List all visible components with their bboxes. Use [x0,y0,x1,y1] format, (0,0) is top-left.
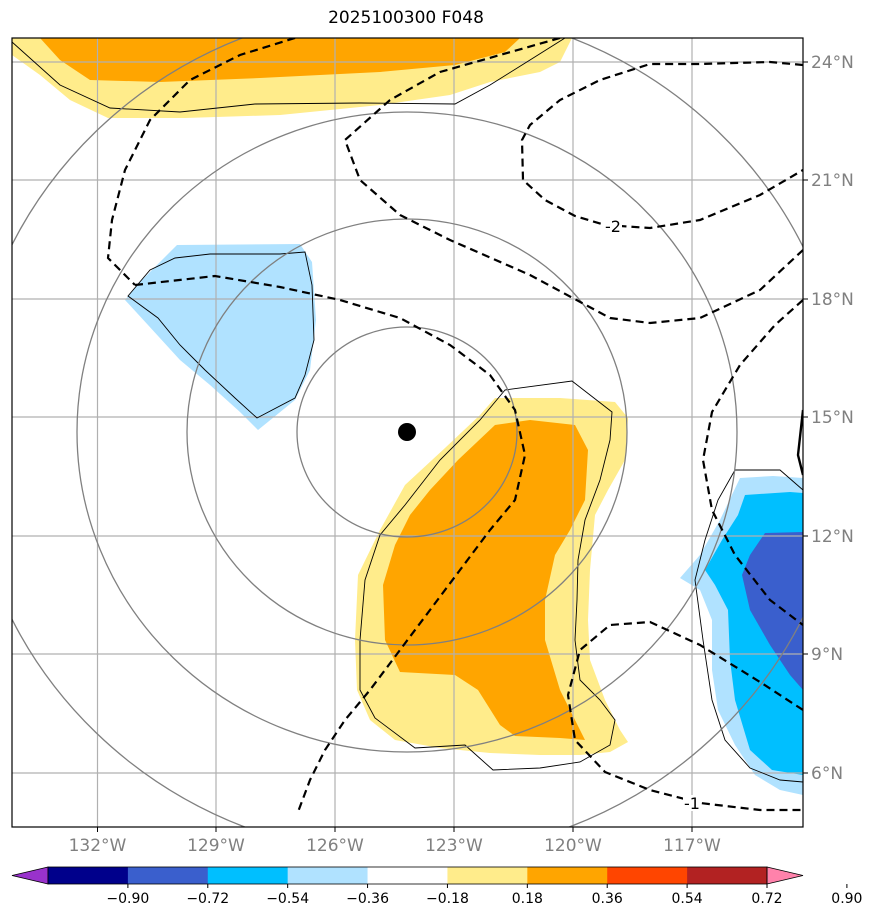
lon-label: 129°W [187,836,245,856]
contour-label-group: -2 -1 [604,217,701,813]
coast-edge-line [796,409,803,476]
contour-label-minus1: -1 [684,794,700,813]
colorbar-extend-max [766,866,804,885]
colorbar-tick-label: −0.18 [426,891,469,907]
colorbar-tick-label: 0.54 [672,891,703,907]
tick-marks [97,61,808,832]
lat-label: 21°N [811,171,854,191]
colorbar-tick-label: 0.72 [751,891,782,907]
contour-north-arc [343,38,803,325]
colorbar: −0.90 −0.72 −0.54 −0.36 −0.18 0.18 0.36 0.54 0.7… [11,866,862,907]
contour-label-minus2: -2 [605,217,621,236]
colorbar-tick-label: 0.36 [592,891,623,907]
contour-se-loop [566,620,803,812]
contour-west-north [106,38,296,286]
lat-label: 6°N [811,764,843,784]
colorbar-segment [207,867,289,884]
colorbar-tick-label: −0.54 [266,891,309,907]
lon-label: 126°W [306,836,364,856]
colorbar-segment [48,867,129,884]
colorbar-tick-label: 0.18 [512,891,543,907]
lat-label: 18°N [811,290,854,310]
colorbar-segment [607,867,688,884]
lat-label: 24°N [811,53,854,73]
contour-east [701,299,803,626]
lon-label: 117°W [663,836,721,856]
colorbar-segment [287,867,369,884]
colorbar-segment [687,867,768,884]
gridlines [12,38,803,827]
shading-outlines [12,38,803,783]
colorbar-segment [367,867,448,884]
lon-label: 132°W [69,836,127,856]
colorbar-tick-label: −0.36 [346,891,389,907]
positive-shading-strong-central [383,420,588,740]
storm-center-dot [398,423,416,441]
colorbar-tick-label: −0.90 [106,891,149,907]
map-frame [11,37,804,828]
colorbar-segment [127,867,209,884]
longitude-labels: 132°W 129°W 126°W 123°W 120°W 117°W [69,836,721,856]
negative-shading-west [125,244,316,430]
lat-label: 12°N [811,527,854,547]
colorbar-tick-label: 0.90 [831,891,862,907]
colorbar-extend-min [11,866,49,885]
colorbar-tick-label: −0.72 [186,891,229,907]
contour-mid [134,274,527,813]
lat-label: 15°N [811,408,854,428]
latitude-labels: 24°N 21°N 18°N 15°N 12°N 9°N 6°N [811,53,854,784]
contour-ne-loop [520,60,803,230]
lat-label: 9°N [811,645,843,665]
negative-shading-strong-east [742,532,803,690]
positive-shading-strong-north [40,38,520,82]
colorbar-frame [47,866,768,885]
range-rings [12,38,803,827]
map-area: -2 -1 [12,38,803,827]
lon-label: 120°W [544,836,602,856]
colorbar-segment [447,867,528,884]
colorbar-segment [527,867,608,884]
dashed-contours [106,38,803,813]
lon-label: 123°W [425,836,483,856]
map-title: 2025100300 F048 [328,8,484,28]
